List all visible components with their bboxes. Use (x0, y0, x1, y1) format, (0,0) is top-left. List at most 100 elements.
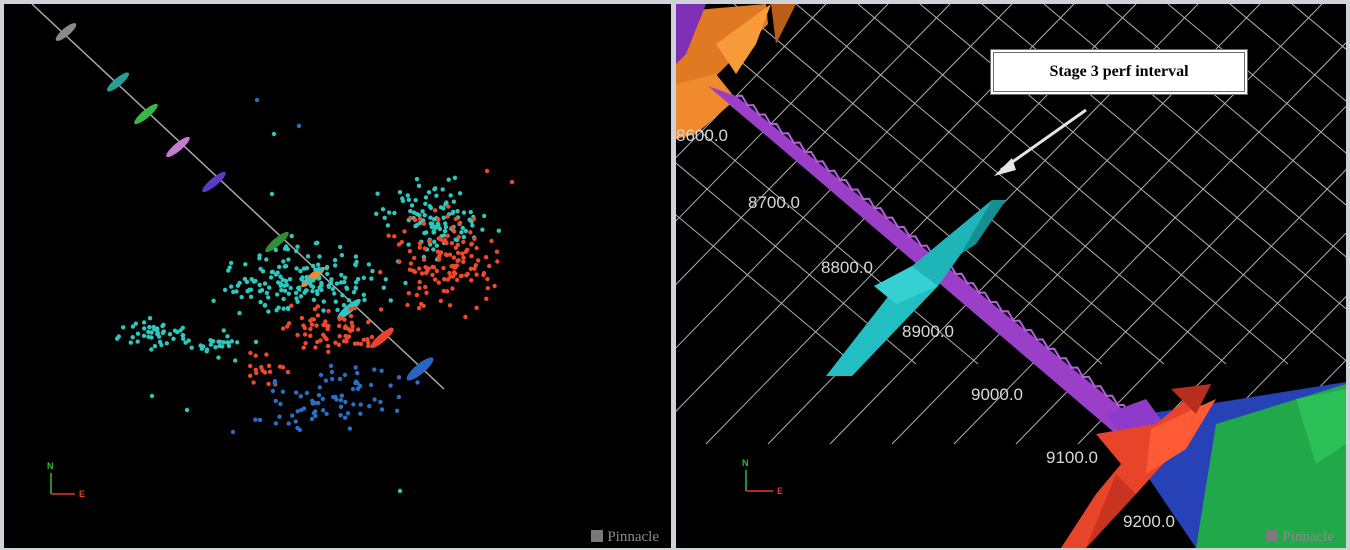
microseismic-event (257, 417, 263, 423)
microseismic-event (402, 229, 407, 234)
microseismic-event (264, 257, 269, 262)
microseismic-event (239, 294, 244, 300)
microseismic-event (259, 365, 264, 370)
microseismic-event (445, 289, 450, 294)
microseismic-event (406, 242, 411, 247)
microseismic-event (338, 404, 344, 409)
microseismic-event (422, 246, 428, 251)
microseismic-event (198, 343, 203, 348)
microseismic-event (436, 257, 442, 262)
right-3d-view[interactable]: 8600.0 8700.0 8800.0 8900.0 9000.0 9100.… (676, 4, 1346, 548)
microseismic-event (281, 326, 286, 331)
stage-marker[interactable] (404, 354, 436, 384)
stage-marker[interactable] (105, 70, 132, 94)
microseismic-event (446, 204, 451, 209)
microseismic-event (374, 211, 379, 216)
watermark-text: Pinnacle (607, 529, 659, 545)
microseismic-event (400, 196, 405, 201)
microseismic-event (282, 264, 287, 269)
microseismic-event (469, 253, 474, 259)
microseismic-event (484, 168, 490, 174)
microseismic-event (416, 305, 422, 311)
microseismic-event (385, 223, 391, 228)
microseismic-event (333, 299, 338, 304)
left-3d-view[interactable]: N E Pinnacle (4, 4, 671, 548)
microseismic-event (434, 243, 439, 248)
microseismic-event (324, 411, 329, 416)
microseismic-event (442, 228, 448, 234)
microseismic-event (450, 209, 456, 215)
microseismic-event (330, 286, 335, 292)
microseismic-event (310, 263, 316, 269)
right-scene: 8600.0 8700.0 8800.0 8900.0 9000.0 9100.… (676, 4, 1346, 548)
microseismic-event (157, 339, 163, 345)
microseismic-event (275, 292, 280, 297)
lower-stage-fractures[interactable] (1061, 382, 1346, 548)
microseismic-event (441, 215, 446, 220)
microseismic-event (438, 298, 443, 304)
stage-3-fracture[interactable] (826, 200, 1006, 376)
microseismic-event (155, 331, 160, 337)
microseismic-event (492, 283, 497, 289)
microseismic-event (149, 347, 154, 352)
microseismic-event (361, 337, 366, 342)
microseismic-event (281, 259, 286, 264)
upper-stage-fracture[interactable] (676, 4, 796, 139)
microseismic-event (415, 212, 420, 217)
microseismic-event (405, 302, 410, 308)
microseismic-event (171, 336, 176, 341)
microseismic-event (485, 276, 490, 282)
compass-east-label: E (777, 486, 783, 496)
microseismic-event (448, 193, 453, 198)
stage-marker[interactable] (200, 169, 228, 194)
microseismic-event (482, 213, 487, 219)
microseismic-event (361, 275, 366, 280)
microseismic-event (299, 407, 304, 413)
microseismic-event (369, 276, 374, 281)
stage-marker[interactable] (164, 134, 192, 159)
stage-marker[interactable] (132, 101, 160, 126)
microseismic-event (343, 324, 348, 329)
compass-north-label: N (47, 461, 54, 471)
callout-text: Stage 3 perf interval (1049, 63, 1189, 80)
microseismic-event (295, 332, 300, 338)
microseismic-event (286, 291, 291, 296)
microseismic-event (294, 266, 299, 271)
microseismic-event (455, 209, 460, 214)
microseismic-event (429, 224, 434, 230)
microseismic-event (342, 275, 348, 280)
microseismic-event (423, 195, 429, 200)
microseismic-event (432, 277, 438, 282)
microseismic-event (149, 393, 155, 399)
microseismic-event (437, 226, 443, 232)
microseismic-event (161, 322, 166, 327)
microseismic-event (286, 257, 291, 262)
microseismic-event (388, 298, 393, 303)
microseismic-event (432, 208, 438, 213)
microseismic-event (244, 279, 250, 285)
microseismic-event (406, 291, 411, 296)
microseismic-event (339, 393, 344, 398)
microseismic-event (417, 220, 423, 226)
microseismic-event (266, 295, 271, 300)
microseismic-event (358, 341, 364, 347)
stage-marker[interactable] (53, 21, 78, 44)
microseismic-event (204, 349, 209, 354)
microseismic-event (423, 201, 428, 206)
stage-marker[interactable] (263, 229, 291, 254)
microseismic-event (184, 407, 190, 413)
compass-axes (50, 473, 75, 495)
microseismic-event (436, 217, 441, 222)
microseismic-event (288, 285, 293, 291)
microseismic-event (229, 284, 234, 289)
microseismic-event (392, 210, 397, 216)
stage-3-callout-box: Stage 3 perf interval (990, 49, 1248, 95)
microseismic-event (154, 328, 160, 333)
microseismic-event (280, 389, 286, 394)
microseismic-event (461, 259, 466, 264)
microseismic-event (396, 242, 402, 247)
microseismic-event (161, 329, 166, 334)
microseismic-event (253, 353, 258, 358)
stage-marker[interactable] (368, 325, 396, 350)
compass-north-label: N (742, 458, 749, 468)
